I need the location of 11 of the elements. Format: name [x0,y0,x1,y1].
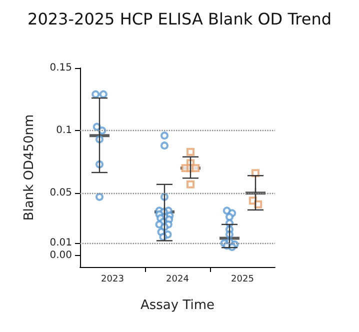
x-axis-title: Assay Time [140,298,215,313]
y-tick-label: 0.01 [50,238,72,249]
x-tick-label: 2023 [101,274,124,284]
y-tick-label: 0.15 [50,62,72,74]
y-tick-label: 0.05 [50,188,72,199]
y-axis-title: Blank OD450nm [22,114,37,221]
y-tick-label: 0.1 [56,125,72,136]
y-tick-label: 0.00 [50,250,72,262]
x-tick-label: 2024 [166,274,190,284]
x-tick-label: 2025 [231,274,254,284]
chart-title: 2023-2025 HCP ELISA Blank OD Trend [28,10,332,28]
